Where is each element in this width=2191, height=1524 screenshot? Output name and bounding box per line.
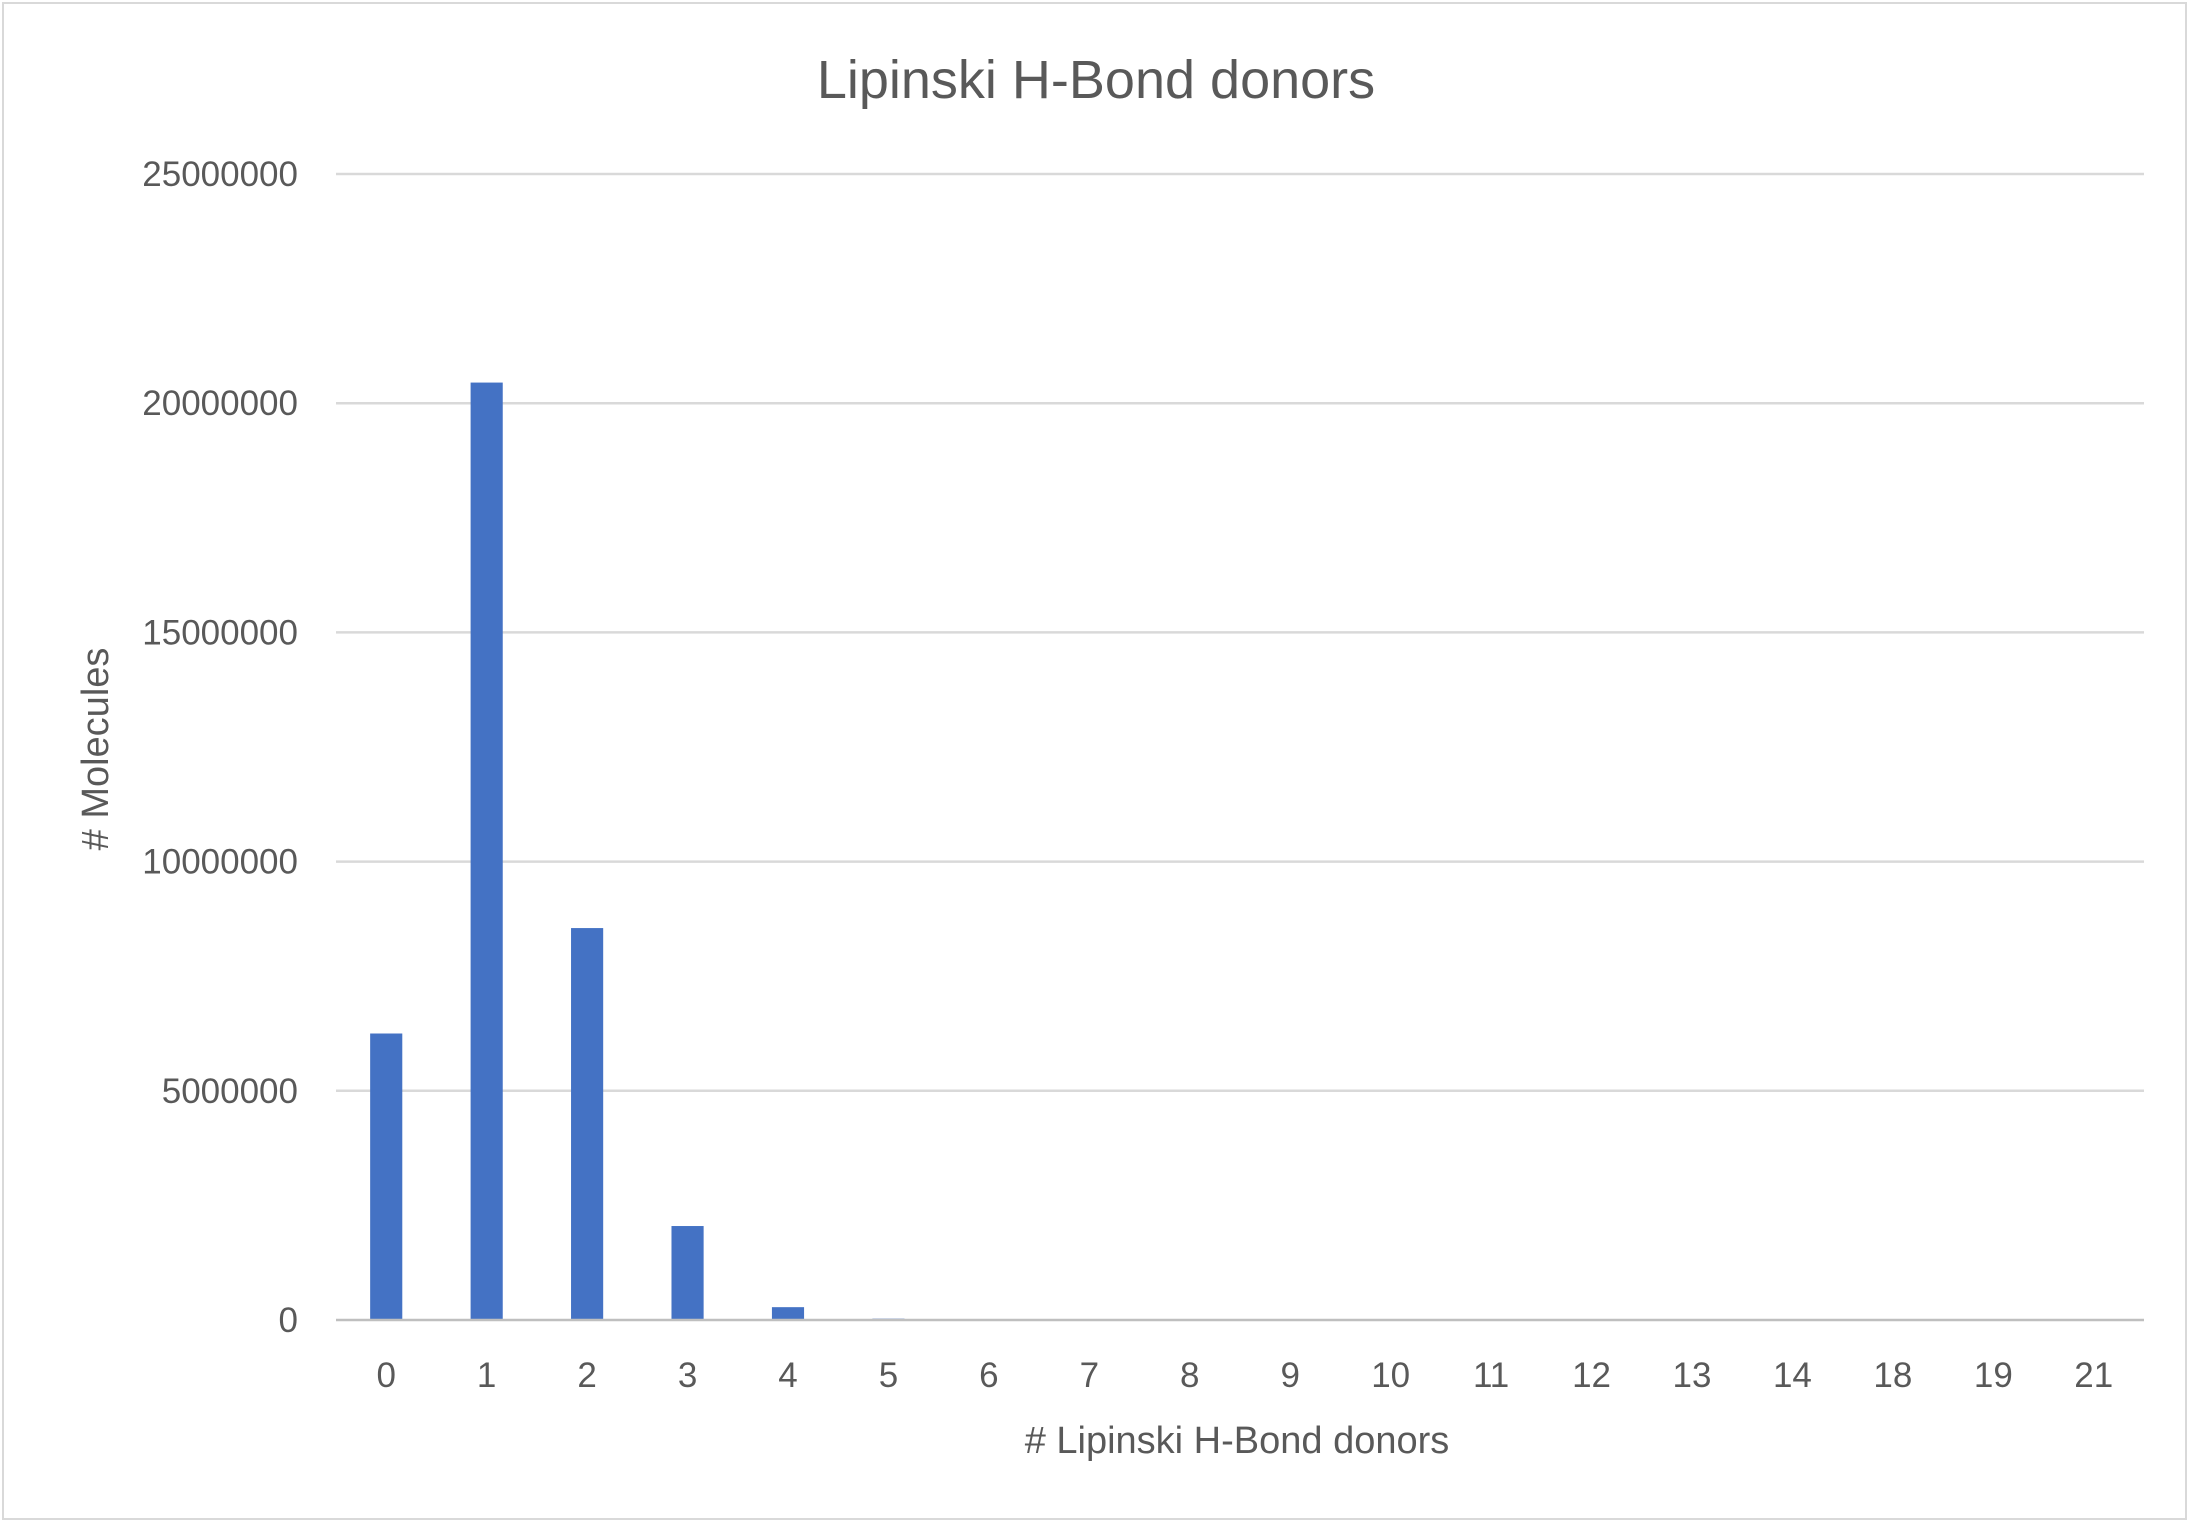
y-tick-label: 0 [279, 1301, 298, 1340]
y-tick-label: 15000000 [142, 613, 298, 652]
x-tick-label: 0 [376, 1356, 395, 1395]
gridlines [336, 172, 2144, 1093]
y-tick-label: 5000000 [162, 1072, 298, 1111]
bar [671, 1226, 704, 1320]
x-axis-title: # Lipinski H-Bond donors [1025, 1420, 1450, 1462]
x-tick-label: 6 [979, 1356, 998, 1395]
y-tick-label: 10000000 [142, 843, 298, 882]
y-tick-label: 25000000 [142, 155, 298, 194]
bar [470, 382, 503, 1320]
chart-title: Lipinski H-Bond donors [817, 50, 1375, 110]
x-tick-label: 5 [879, 1356, 898, 1395]
x-tick-label: 11 [1473, 1356, 1509, 1395]
x-tick-label: 1 [477, 1356, 496, 1395]
x-tick-label: 12 [1572, 1356, 1611, 1395]
x-tick-label: 7 [1080, 1356, 1099, 1395]
bar [771, 1307, 805, 1320]
x-tick-label: 21 [2074, 1356, 2113, 1395]
x-tick-label: 10 [1371, 1356, 1410, 1395]
x-tick-label: 2 [577, 1356, 596, 1395]
x-tick-label: 18 [1873, 1356, 1912, 1395]
chart-canvas: Lipinski H-Bond donors 0 5000000 10000000 1… [75, 50, 2144, 1462]
bars [370, 382, 1809, 1320]
x-tick-label: 14 [1773, 1356, 1812, 1395]
y-axis-title: # Molecules [75, 648, 117, 851]
bar [370, 1033, 403, 1320]
x-tick-labels: 0 1 2 3 4 5 6 7 8 9 10 11 12 13 14 18 19 21 [376, 1356, 2113, 1395]
bar [571, 928, 604, 1320]
x-tick-label: 9 [1280, 1356, 1299, 1395]
x-tick-label: 3 [678, 1356, 697, 1395]
y-tick-labels: 0 5000000 10000000 15000000 20000000 25000000 [142, 155, 298, 1340]
y-tick-label: 20000000 [142, 384, 298, 423]
x-tick-label: 19 [1974, 1356, 2013, 1395]
x-tick-label: 13 [1673, 1356, 1712, 1395]
x-tick-label: 4 [778, 1356, 797, 1395]
x-tick-label: 8 [1180, 1356, 1199, 1395]
